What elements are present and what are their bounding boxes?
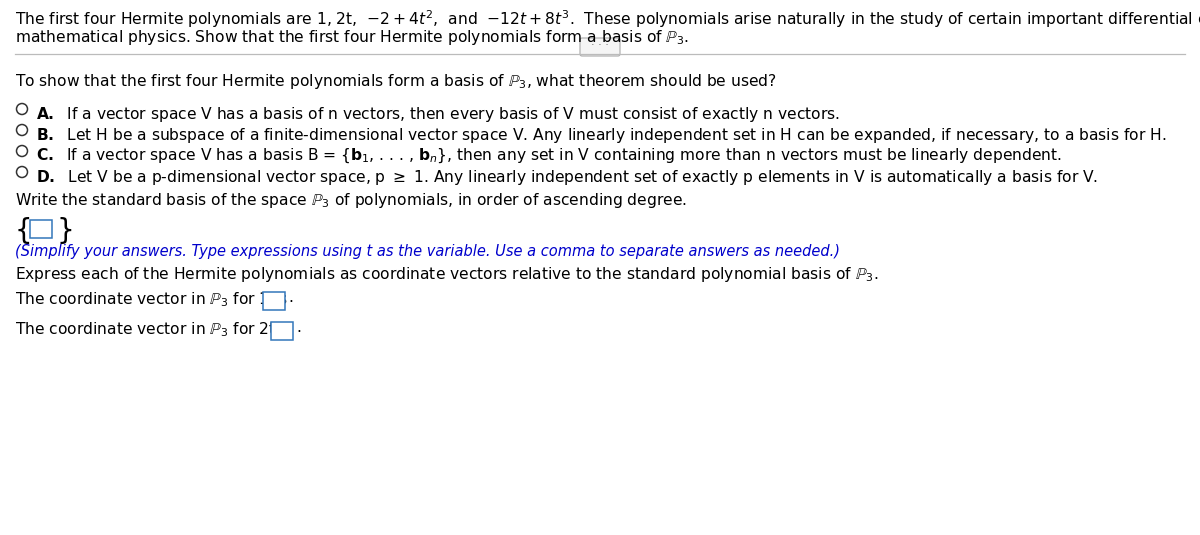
Text: Write the standard basis of the space $\mathbb{P}_3$ of polynomials, in order of: Write the standard basis of the space $\… <box>14 191 686 210</box>
Text: $\bf{B.}$  Let H be a subspace of a finite-dimensional vector space V. Any linea: $\bf{B.}$ Let H be a subspace of a finit… <box>36 126 1166 145</box>
Text: $\bf{D.}$  Let V be a p-dimensional vector space, p $\geq$ 1. Any linearly indep: $\bf{D.}$ Let V be a p-dimensional vecto… <box>36 168 1098 187</box>
FancyBboxPatch shape <box>580 38 620 56</box>
Text: .: . <box>288 290 293 305</box>
Text: mathematical physics. Show that the first four Hermite polynomials form a basis : mathematical physics. Show that the firs… <box>14 28 689 47</box>
Text: The first four Hermite polynomials are 1, 2t,  $-2+4t^2$,  and  $-12t+8t^3$.  Th: The first four Hermite polynomials are 1… <box>14 8 1200 30</box>
Text: The coordinate vector in $\mathbb{P}_3$ for 1 is: The coordinate vector in $\mathbb{P}_3$ … <box>14 290 287 309</box>
Text: }: } <box>56 217 73 245</box>
FancyBboxPatch shape <box>271 322 293 340</box>
Text: · · ·: · · · <box>592 40 608 50</box>
Text: Express each of the Hermite polynomials as coordinate vectors relative to the st: Express each of the Hermite polynomials … <box>14 265 878 284</box>
Text: To show that the first four Hermite polynomials form a basis of $\mathbb{P}_3$, : To show that the first four Hermite poly… <box>14 72 776 91</box>
Text: {: { <box>14 217 32 245</box>
FancyBboxPatch shape <box>30 220 52 238</box>
Text: $\bf{A.}$  If a vector space V has a basis of n vectors, then every basis of V m: $\bf{A.}$ If a vector space V has a basi… <box>36 105 840 124</box>
Text: The coordinate vector in $\mathbb{P}_3$ for 2t is: The coordinate vector in $\mathbb{P}_3$ … <box>14 320 294 339</box>
Text: .: . <box>296 320 301 335</box>
FancyBboxPatch shape <box>263 292 286 310</box>
Text: $\bf{C.}$  If a vector space V has a basis B = {$\mathbf{b}_1$, . . . , $\mathbf: $\bf{C.}$ If a vector space V has a basi… <box>36 147 1062 165</box>
Text: (Simplify your answers. Type expressions using t as the variable. Use a comma to: (Simplify your answers. Type expressions… <box>14 244 840 259</box>
